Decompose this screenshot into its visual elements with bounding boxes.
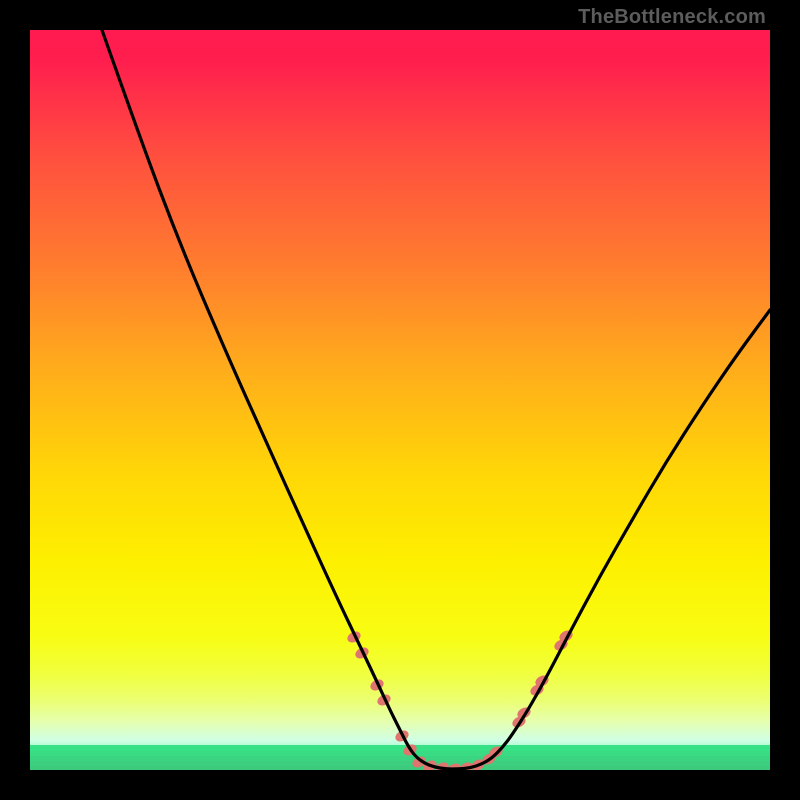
chart-canvas: TheBottleneck.com [0,0,800,800]
bottom-band-stack [30,745,770,770]
bottom-band [30,766,770,770]
plot-area [30,30,770,770]
background-gradient [30,30,770,770]
watermark-text: TheBottleneck.com [578,6,766,29]
